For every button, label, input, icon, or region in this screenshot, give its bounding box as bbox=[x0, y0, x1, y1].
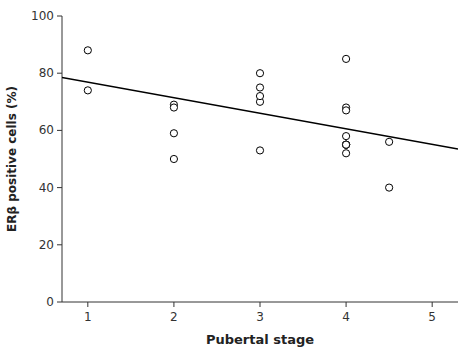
x-tick-label: 5 bbox=[428, 310, 436, 324]
scatter-point bbox=[256, 147, 263, 154]
scatter-point bbox=[342, 55, 349, 62]
scatter-point bbox=[342, 141, 349, 148]
x-tick bbox=[432, 302, 433, 307]
y-tick-label: 80 bbox=[39, 66, 54, 80]
axes: 1 2 3 4 5 0 20 40 60 80 100 bbox=[31, 9, 458, 324]
scatter-point bbox=[342, 141, 349, 148]
y-tick bbox=[57, 244, 62, 245]
scatter-point bbox=[256, 92, 263, 99]
y-tick bbox=[57, 73, 62, 74]
x-tick bbox=[173, 302, 174, 307]
scatter-point bbox=[342, 107, 349, 114]
x-tick bbox=[87, 302, 88, 307]
scatter-point bbox=[84, 87, 91, 94]
scatter-point bbox=[170, 130, 177, 137]
chart: 1 2 3 4 5 0 20 40 60 80 100 Pubertal stage ERβ posit… bbox=[0, 0, 474, 354]
scatter-point bbox=[170, 155, 177, 162]
scatter-point bbox=[256, 70, 263, 77]
scatter-point bbox=[342, 150, 349, 157]
chart-container: 1 2 3 4 5 0 20 40 60 80 100 Pubertal stage ERβ posit… bbox=[0, 0, 474, 354]
x-tick-label: 4 bbox=[342, 310, 350, 324]
regression-line bbox=[62, 77, 458, 149]
y-tick-label: 60 bbox=[39, 123, 54, 137]
plot-area bbox=[62, 47, 458, 191]
y-tick bbox=[57, 130, 62, 131]
scatter-point bbox=[386, 138, 393, 145]
scatter-point bbox=[342, 141, 349, 148]
y-tick bbox=[57, 302, 62, 303]
y-tick bbox=[57, 187, 62, 188]
y-tick-label: 40 bbox=[39, 181, 54, 195]
scatter-point bbox=[256, 84, 263, 91]
x-tick-label: 2 bbox=[170, 310, 178, 324]
scatter-point bbox=[170, 104, 177, 111]
x-tick-label: 3 bbox=[256, 310, 264, 324]
x-tick bbox=[260, 302, 261, 307]
scatter-point bbox=[386, 184, 393, 191]
scatter-point bbox=[342, 133, 349, 140]
y-axis-line bbox=[62, 16, 63, 302]
scatter-point bbox=[84, 47, 91, 54]
y-tick-label: 20 bbox=[39, 238, 54, 252]
x-axis-label: Pubertal stage bbox=[206, 332, 314, 347]
x-tick-label: 1 bbox=[84, 310, 92, 324]
y-tick-label: 100 bbox=[31, 9, 54, 23]
y-axis-label: ERβ positive cells (%) bbox=[5, 86, 19, 232]
scatter-point bbox=[342, 141, 349, 148]
y-tick bbox=[57, 16, 62, 17]
x-tick bbox=[346, 302, 347, 307]
y-tick-label: 0 bbox=[46, 295, 54, 309]
